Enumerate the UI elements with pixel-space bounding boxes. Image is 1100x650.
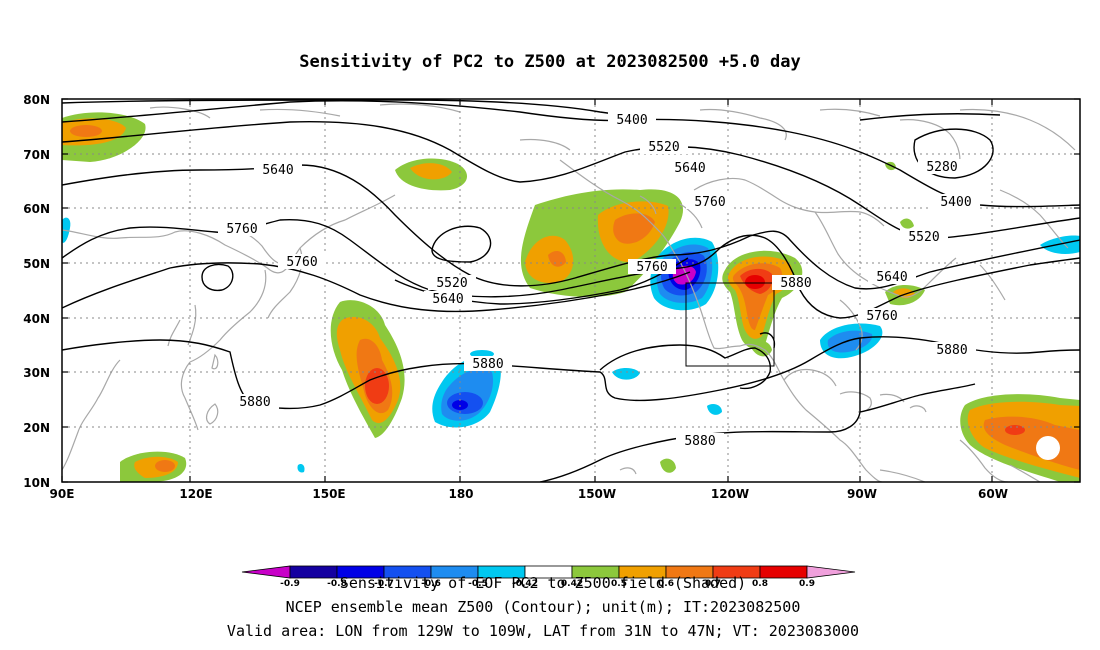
lat-tick-label: 70N: [23, 148, 50, 162]
contour-5760-b: [62, 262, 691, 313]
lon-tick-label: 150E: [312, 487, 345, 501]
map-frame: [61, 98, 1081, 483]
shade-south-china-sea: [120, 451, 187, 482]
lat-tick-label: 20N: [23, 421, 50, 435]
contour-label: 5400: [940, 195, 971, 210]
valid-area-box: [685, 282, 775, 367]
lon-tick-label: 120E: [179, 487, 212, 501]
shade-pacific-blue: [432, 350, 501, 428]
contour-5880-a: [62, 337, 861, 410]
footer-line-3: Valid area: LON from 129W to 109W, LAT f…: [227, 622, 859, 640]
contour-label: 5280: [926, 160, 957, 175]
colorbar-tick-label: -0.7: [374, 579, 394, 589]
contour-label: 5880: [684, 434, 715, 449]
lon-tick-label: 90E: [50, 487, 75, 501]
lon-tick-label: 90W: [847, 487, 877, 501]
contour-5880-e: [859, 383, 976, 413]
lon-tick-label: 150W: [578, 487, 616, 501]
colorbar-tick-label: -0.42: [512, 579, 538, 589]
contour-5880-c: [859, 336, 1080, 354]
colorbar-tick-label: -0.6: [421, 579, 441, 589]
contour-label: 5760: [636, 260, 667, 275]
shade-atlantic-orange: [960, 394, 1080, 482]
lon-axis: 90E 120E 150E 180 150W 120W 90W 60W: [50, 99, 1008, 501]
contour-label: 5400: [616, 113, 647, 128]
colorbar-tick-label: 0.8: [752, 579, 768, 589]
colorbar-tick-label: 0.7: [705, 579, 721, 589]
figure-title: Sensitivity of PC2 to Z500 at 2023082500…: [299, 52, 801, 72]
contour-label: 5520: [436, 276, 467, 291]
map-panel: 5400 5520 5640 5640 5760 5760 5760 5520 …: [23, 93, 1081, 501]
colorbar-end-left: [241, 565, 291, 579]
lon-tick-label: 60W: [978, 487, 1008, 501]
footer-line-1: Sensitivity of EOF PC2 to Z500 field (Sh…: [340, 574, 746, 592]
lat-tick-label: 30N: [23, 366, 50, 380]
contour-5880-b: [599, 344, 772, 390]
contour-label: 5880: [780, 276, 811, 291]
contour-5280-b: [859, 113, 1001, 121]
lon-tick-label: 180: [448, 487, 473, 501]
colorbar-tick-label: -0.5: [468, 579, 488, 589]
footer-line-2: NCEP ensemble mean Z500 (Contour); unit(…: [286, 598, 801, 616]
shade-ne-america: [885, 218, 925, 306]
shade-siberia: [395, 158, 468, 191]
contour-label: 5640: [674, 161, 705, 176]
lat-tick-label: 10N: [23, 476, 50, 490]
contour-label: 5520: [908, 230, 939, 245]
colorbar-tick-label: 0.5: [611, 579, 627, 589]
colorbar: -0.9 -0.8 -0.7 -0.6 -0.5 -0.42 0.42 0.5 0.6 0.7 0.…: [241, 565, 856, 589]
contour-label: 5760: [866, 309, 897, 324]
coastlines: [62, 103, 1076, 482]
contour-5880-d: [539, 338, 861, 482]
contour-label: 5880: [472, 357, 503, 372]
contour-labels: 5400 5520 5640 5640 5760 5760 5760 5520 …: [218, 112, 980, 449]
colorbar-tick-label: -0.9: [280, 579, 300, 589]
contour-label: 5640: [262, 163, 293, 178]
lon-tick-label: 120W: [711, 487, 749, 501]
lat-axis: 80N 70N 60N 50N 40N 30N 20N 10N: [23, 93, 1080, 490]
lat-tick-label: 80N: [23, 93, 50, 107]
contour-label: 5880: [936, 343, 967, 358]
colorbar-cell: [759, 565, 808, 579]
shade-central-pacific: [330, 300, 405, 438]
contour-5400-b: [62, 99, 656, 117]
colorbar-cell: [289, 565, 338, 579]
contour-label: 5640: [432, 292, 463, 307]
lat-tick-label: 40N: [23, 312, 50, 326]
shade-arctic-west: [62, 112, 146, 162]
contour-label: 5520: [648, 140, 679, 155]
colorbar-tick-label: 0.42: [561, 579, 583, 589]
contour-label: 5640: [876, 270, 907, 285]
colorbar-tick-label: -0.8: [327, 579, 347, 589]
lat-tick-label: 60N: [23, 202, 50, 216]
contour-label: 5880: [239, 395, 270, 410]
contour-label: 5760: [286, 255, 317, 270]
lat-tick-label: 50N: [23, 257, 50, 271]
contour-label: 5760: [694, 195, 725, 210]
contour-5520-closed: [431, 225, 492, 263]
colorbar-end-right: [806, 565, 856, 579]
colorbar-tick-label: 0.6: [658, 579, 674, 589]
colorbar-tick-label: 0.9: [799, 579, 815, 589]
contour-5760-closed: [201, 263, 234, 292]
contour-label: 5760: [226, 222, 257, 237]
